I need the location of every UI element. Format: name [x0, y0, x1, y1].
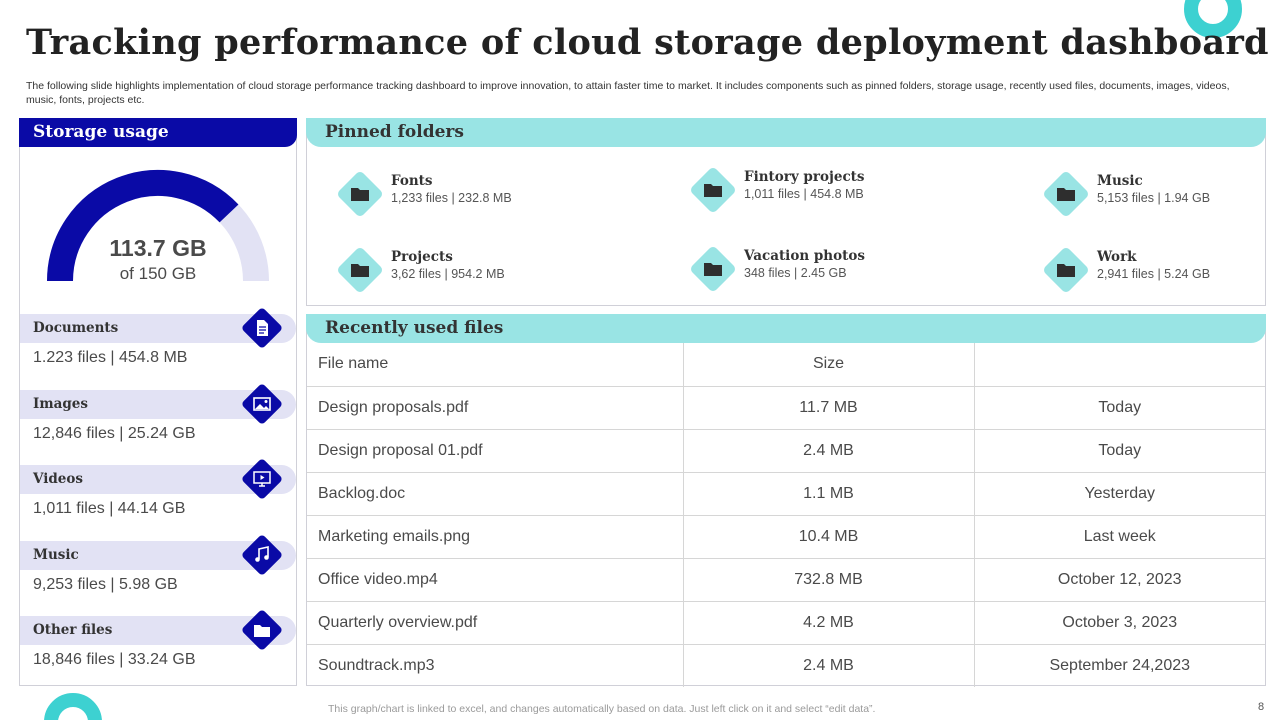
storage-usage-header: Storage usage — [19, 118, 297, 147]
category-name: Other files — [33, 622, 113, 638]
file-size-cell: 2.4 MB — [683, 428, 975, 472]
file-date-cell: Yesterday — [974, 471, 1265, 515]
category-music[interactable]: Music 9,253 files | 5.98 GB — [20, 533, 296, 601]
file-name-cell: Design proposal 01.pdf — [307, 428, 684, 472]
folder-icon — [351, 188, 369, 201]
video-icon — [240, 457, 284, 501]
music-icon — [240, 533, 284, 577]
folder-icon — [1057, 264, 1075, 277]
folder-stats: 2,941 files | 5.24 GB — [1097, 267, 1211, 281]
folder-name: Projects — [391, 249, 453, 265]
page-number: 8 — [1258, 701, 1265, 713]
file-name-cell: Marketing emails.png — [307, 514, 684, 558]
category-stats: 9,253 files | 5.98 GB — [33, 576, 178, 593]
table-header-row: File name Size — [307, 343, 1265, 386]
folder-icon — [240, 608, 284, 652]
document-icon — [240, 306, 284, 350]
file-size-cell: 10.4 MB — [683, 514, 975, 558]
folder-name: Fonts — [391, 173, 433, 189]
file-size-cell: 11.7 MB — [683, 385, 975, 429]
image-icon — [240, 382, 284, 426]
file-size-cell: 4.2 MB — [683, 600, 975, 644]
recent-files-table: File name Size Design proposals.pdf 11.7… — [307, 343, 1265, 687]
recently-used-files-header: Recently used files — [306, 314, 1266, 343]
pinned-folders-header: Pinned folders — [306, 118, 1266, 147]
folder-name: Work — [1097, 249, 1137, 265]
decorative-ring-bottom — [44, 693, 102, 720]
folder-icon — [704, 263, 722, 276]
column-header-size: Size — [683, 343, 975, 386]
table-row[interactable]: Marketing emails.png 10.4 MB Last week — [307, 514, 1265, 558]
folder-name: Music — [1097, 173, 1143, 189]
pinned-folder-vacation-photos[interactable]: Vacation photos 348 files | 2.45 GB — [688, 244, 988, 298]
pinned-folders-panel: Pinned folders Fonts 1,233 files | 232.8… — [306, 118, 1266, 306]
page-subtitle: The following slide highlights implement… — [26, 80, 1230, 106]
file-date-cell: Today — [974, 428, 1265, 472]
file-date-cell: Last week — [974, 514, 1265, 558]
folder-stats: 348 files | 2.45 GB — [744, 266, 847, 280]
table-row[interactable]: Backlog.doc 1.1 MB Yesterday — [307, 471, 1265, 515]
table-row[interactable]: Soundtrack.mp3 2.4 MB September 24,2023 — [307, 643, 1265, 687]
category-videos[interactable]: Videos 1,011 files | 44.14 GB — [20, 457, 296, 525]
file-date-cell: Today — [974, 385, 1265, 429]
pinned-folder-fintory-projects[interactable]: Fintory projects 1,011 files | 454.8 MB — [688, 165, 988, 219]
folder-icon — [351, 264, 369, 277]
table-row[interactable]: Design proposal 01.pdf 2.4 MB Today — [307, 428, 1265, 472]
page-title: Tracking performance of cloud storage de… — [26, 22, 1269, 63]
column-header-file-name: File name — [307, 343, 684, 386]
category-stats: 1.223 files | 454.8 MB — [33, 349, 188, 366]
storage-gauge — [47, 170, 269, 282]
pinned-folder-projects[interactable]: Projects 3,62 files | 954.2 MB — [335, 245, 635, 299]
category-images[interactable]: Images 12,846 files | 25.24 GB — [20, 382, 296, 450]
recently-used-files-panel: Recently used files File name Size Desig… — [306, 314, 1266, 687]
file-name-cell: Soundtrack.mp3 — [307, 643, 684, 687]
file-name-cell: Design proposals.pdf — [307, 385, 684, 429]
column-header-date — [974, 343, 1265, 386]
folder-name: Fintory projects — [744, 169, 865, 185]
file-date-cell: October 12, 2023 — [974, 557, 1265, 601]
category-stats: 1,011 files | 44.14 GB — [33, 500, 186, 517]
file-size-cell: 732.8 MB — [683, 557, 975, 601]
category-name: Music — [33, 547, 79, 563]
table-row[interactable]: Office video.mp4 732.8 MB October 12, 20… — [307, 557, 1265, 601]
category-stats: 12,846 files | 25.24 GB — [33, 425, 196, 442]
table-row[interactable]: Quarterly overview.pdf 4.2 MB October 3,… — [307, 600, 1265, 644]
pinned-folder-fonts[interactable]: Fonts 1,233 files | 232.8 MB — [335, 169, 635, 223]
file-date-cell: October 3, 2023 — [974, 600, 1265, 644]
folder-name: Vacation photos — [744, 248, 865, 264]
category-name: Videos — [33, 471, 83, 487]
storage-total-value: of 150 GB — [119, 264, 197, 283]
folder-stats: 5,153 files | 1.94 GB — [1097, 191, 1211, 205]
folder-icon — [704, 184, 722, 197]
file-date-cell: September 24,2023 — [974, 643, 1265, 687]
category-stats: 18,846 files | 33.24 GB — [33, 651, 196, 668]
pinned-folder-music[interactable]: Music 5,153 files | 1.94 GB — [1041, 169, 1280, 223]
storage-usage-panel: Storage usage 113.7 GB of 150 GB Documen… — [19, 118, 297, 686]
gauge-fill — [47, 170, 239, 282]
folder-stats: 1,233 files | 232.8 MB — [391, 191, 512, 205]
file-size-cell: 2.4 MB — [683, 643, 975, 687]
file-name-cell: Office video.mp4 — [307, 557, 684, 601]
category-name: Documents — [33, 320, 119, 336]
footer-note: This graph/chart is linked to excel, and… — [328, 703, 876, 715]
pinned-folder-work[interactable]: Work 2,941 files | 5.24 GB — [1041, 245, 1280, 299]
folder-stats: 3,62 files | 954.2 MB — [391, 267, 505, 281]
file-name-cell: Backlog.doc — [307, 471, 684, 515]
folder-stats: 1,011 files | 454.8 MB — [744, 187, 864, 201]
storage-used-value: 113.7 GB — [109, 235, 207, 261]
file-size-cell: 1.1 MB — [683, 471, 975, 515]
category-name: Images — [33, 396, 88, 412]
table-row[interactable]: Design proposals.pdf 11.7 MB Today — [307, 385, 1265, 429]
file-name-cell: Quarterly overview.pdf — [307, 600, 684, 644]
category-other-files[interactable]: Other files 18,846 files | 33.24 GB — [20, 608, 296, 676]
category-documents[interactable]: Documents 1.223 files | 454.8 MB — [20, 306, 296, 374]
folder-icon — [1057, 188, 1075, 201]
